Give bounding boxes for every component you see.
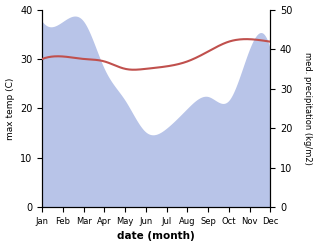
Y-axis label: med. precipitation (kg/m2): med. precipitation (kg/m2) <box>303 52 313 165</box>
X-axis label: date (month): date (month) <box>117 231 195 242</box>
Y-axis label: max temp (C): max temp (C) <box>5 77 15 140</box>
